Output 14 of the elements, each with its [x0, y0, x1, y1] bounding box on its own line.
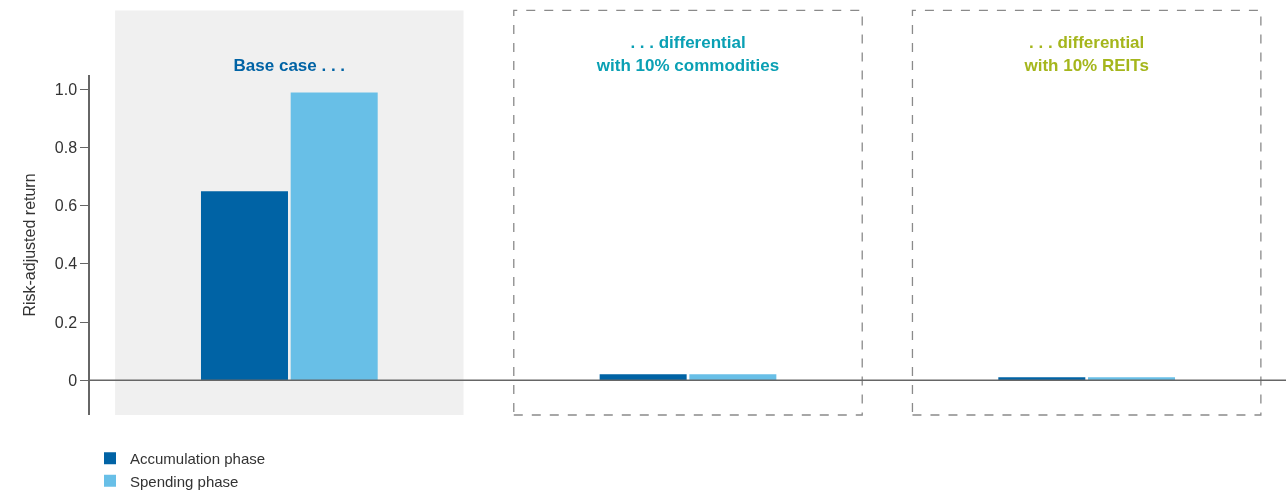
bar	[290, 92, 378, 381]
y-tick-label: 0	[68, 371, 78, 389]
legend-label: Accumulation phase	[130, 450, 266, 468]
y-tick-label: 0.4	[54, 255, 78, 273]
y-axis-title: Risk-adjusted return	[21, 173, 39, 317]
legend-label: Spending phase	[130, 472, 239, 490]
y-tick-label: 0.8	[54, 139, 78, 157]
y-tick-label: 0.6	[54, 197, 78, 215]
x-tick-label: . . . differential with 10% REITs	[1023, 33, 1149, 75]
x-tick-label: Base case . . .	[233, 55, 346, 75]
y-tick-label: 1.0	[54, 81, 78, 99]
y-tick-label: 0.2	[54, 313, 78, 331]
bar	[200, 191, 288, 381]
x-tick-label: . . . differential with 10% commodities	[595, 33, 780, 75]
